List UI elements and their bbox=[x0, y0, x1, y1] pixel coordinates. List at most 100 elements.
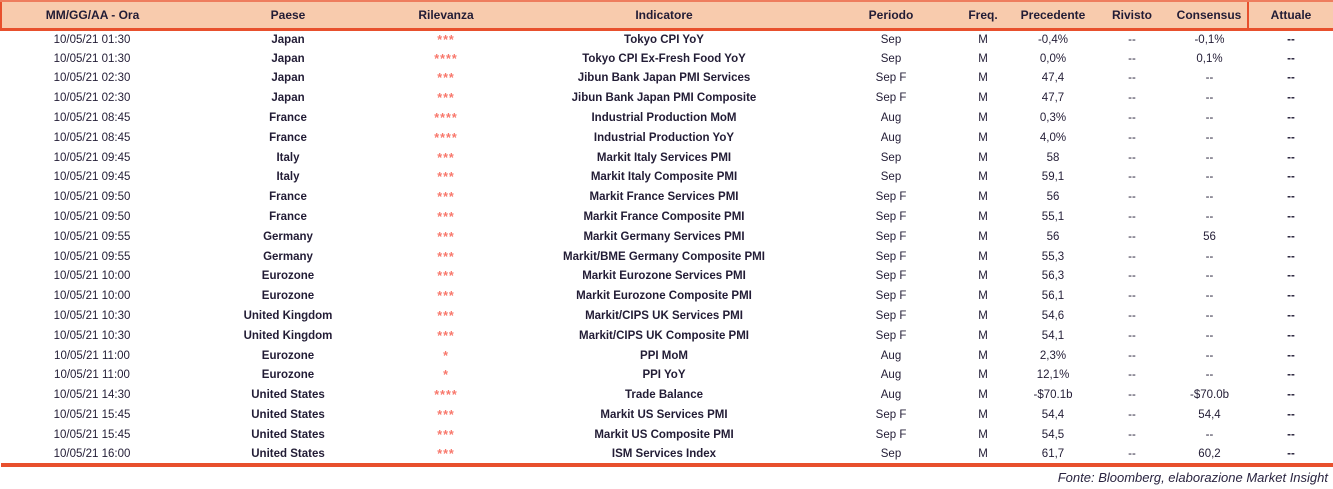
cell-consensus: 56 bbox=[1203, 230, 1216, 243]
cell-indicator: Markit US Services PMI bbox=[600, 409, 728, 422]
cell-datetime: 10/05/21 15:45 bbox=[53, 428, 131, 441]
table-row: 10/05/21 02:30 Japan *** Jibun Bank Japa… bbox=[1, 69, 1333, 89]
cell-period: Sep F bbox=[875, 270, 907, 283]
cell-freq: M bbox=[978, 72, 988, 85]
cell-country: United Kingdom bbox=[243, 310, 333, 323]
cell-consensus: -0,1% bbox=[1194, 33, 1225, 46]
cell-actual: -- bbox=[1287, 52, 1295, 65]
cell-country: United States bbox=[251, 389, 325, 402]
cell-country: France bbox=[269, 131, 307, 144]
cell-freq: M bbox=[953, 444, 1013, 467]
cell-revised: -- bbox=[1128, 171, 1136, 184]
cell-datetime: 10/05/21 09:55 bbox=[53, 250, 131, 263]
table-row: 10/05/21 15:45 United States *** Markit … bbox=[1, 425, 1333, 445]
cell-datetime: 10/05/21 02:30 bbox=[53, 92, 131, 105]
cell-revised: -- bbox=[1128, 428, 1136, 441]
cell-country: Italy bbox=[276, 151, 300, 164]
cell-freq: M bbox=[978, 270, 988, 283]
relevance-stars: *** bbox=[437, 150, 455, 165]
column-header-relevance: Rilevanza bbox=[393, 0, 499, 31]
cell-period: Sep F bbox=[875, 290, 907, 303]
cell-previous: 54,1 bbox=[1041, 329, 1065, 342]
cell-datetime: 10/05/21 10:00 bbox=[53, 270, 131, 283]
source-note: Fonte: Bloomberg, elaborazione Market In… bbox=[1057, 469, 1328, 485]
column-header-freq: Freq. bbox=[953, 0, 1013, 31]
cell-freq: M bbox=[978, 211, 988, 224]
cell-freq: M bbox=[978, 428, 988, 441]
relevance-stars: *** bbox=[437, 249, 455, 264]
table-row: 10/05/21 11:00 Eurozone * PPI YoY Aug M … bbox=[1, 366, 1333, 386]
cell-country: Japan bbox=[271, 72, 305, 85]
cell-previous: 59,1 bbox=[1041, 171, 1065, 184]
cell-consensus: -- bbox=[1205, 369, 1214, 382]
cell-freq: M bbox=[978, 52, 988, 65]
cell-freq: M bbox=[978, 131, 988, 144]
cell-actual: -- bbox=[1287, 250, 1295, 263]
cell-revised: -- bbox=[1093, 444, 1171, 467]
cell-actual: -- bbox=[1287, 409, 1295, 422]
cell-country: France bbox=[269, 211, 307, 224]
relevance-stars: *** bbox=[393, 444, 499, 467]
cell-datetime: 10/05/21 09:45 bbox=[53, 171, 131, 184]
cell-revised: -- bbox=[1128, 349, 1136, 362]
cell-revised: -- bbox=[1128, 112, 1136, 125]
cell-indicator: PPI YoY bbox=[642, 369, 686, 382]
cell-country: Italy bbox=[276, 171, 300, 184]
cell-datetime: 10/05/21 09:50 bbox=[53, 211, 131, 224]
cell-indicator: Markit/CIPS UK Composite PMI bbox=[579, 329, 749, 342]
cell-previous: 12,1% bbox=[1036, 369, 1070, 382]
cell-freq: M bbox=[978, 369, 988, 382]
cell-actual: -- bbox=[1287, 171, 1295, 184]
cell-country: United States bbox=[251, 409, 325, 422]
cell-datetime: 10/05/21 09:45 bbox=[53, 151, 131, 164]
cell-indicator: Jibun Bank Japan PMI Services bbox=[577, 72, 751, 85]
cell-datetime: 10/05/21 10:00 bbox=[53, 290, 131, 303]
cell-datetime: 10/05/21 08:45 bbox=[53, 112, 131, 125]
table-body: 10/05/21 01:30 Japan *** Tokyo CPI YoY S… bbox=[1, 29, 1333, 467]
cell-actual: -- bbox=[1287, 211, 1295, 224]
cell-previous: 56,3 bbox=[1041, 270, 1065, 283]
cell-revised: -- bbox=[1128, 290, 1136, 303]
cell-previous: 0,0% bbox=[1039, 52, 1067, 65]
cell-period: Sep bbox=[880, 33, 902, 46]
cell-datetime: 10/05/21 08:45 bbox=[53, 131, 131, 144]
cell-indicator: Markit/CIPS UK Services PMI bbox=[585, 310, 743, 323]
table-row: 10/05/21 01:30 Japan *** Tokyo CPI YoY S… bbox=[1, 29, 1333, 49]
table-row: 10/05/21 02:30 Japan *** Jibun Bank Japa… bbox=[1, 88, 1333, 108]
cell-previous: 47,7 bbox=[1041, 92, 1065, 105]
cell-revised: -- bbox=[1128, 310, 1136, 323]
cell-consensus: 54,4 bbox=[1198, 409, 1221, 422]
cell-period: Aug bbox=[880, 112, 902, 125]
table-row: 10/05/21 08:45 France **** Industrial Pr… bbox=[1, 108, 1333, 128]
cell-datetime: 10/05/21 01:30 bbox=[53, 33, 131, 46]
cell-revised: -- bbox=[1128, 151, 1136, 164]
cell-freq: M bbox=[978, 329, 988, 342]
cell-previous: 54,4 bbox=[1041, 409, 1065, 422]
relevance-stars: *** bbox=[437, 210, 455, 225]
table-row: 10/05/21 09:45 Italy *** Markit Italy Co… bbox=[1, 168, 1333, 188]
cell-actual: -- bbox=[1287, 349, 1295, 362]
cell-country: United States bbox=[251, 428, 325, 441]
cell-previous: -$70.1b bbox=[1033, 389, 1073, 402]
cell-previous: 54,6 bbox=[1041, 310, 1065, 323]
cell-indicator: Tokyo CPI Ex-Fresh Food YoY bbox=[582, 52, 746, 65]
cell-actual: -- bbox=[1287, 270, 1295, 283]
cell-country: Germany bbox=[263, 250, 313, 263]
cell-actual: -- bbox=[1287, 290, 1295, 303]
cell-datetime: 10/05/21 11:00 bbox=[54, 349, 130, 362]
cell-consensus: -- bbox=[1205, 250, 1214, 263]
cell-consensus: -- bbox=[1205, 112, 1214, 125]
cell-previous: 58 bbox=[1046, 151, 1060, 164]
cell-revised: -- bbox=[1128, 191, 1136, 204]
cell-revised: -- bbox=[1128, 270, 1136, 283]
table-row: 10/05/21 10:00 Eurozone *** Markit Euroz… bbox=[1, 286, 1333, 306]
cell-datetime: 10/05/21 16:00 bbox=[1, 444, 183, 467]
cell-freq: M bbox=[978, 92, 988, 105]
cell-period: Sep F bbox=[875, 191, 907, 204]
column-header-previous: Precedente bbox=[1013, 0, 1093, 31]
column-header-consensus: Consensus bbox=[1171, 0, 1248, 31]
cell-revised: -- bbox=[1128, 409, 1136, 422]
cell-country: Eurozone bbox=[261, 290, 315, 303]
cell-consensus: -- bbox=[1205, 329, 1214, 342]
